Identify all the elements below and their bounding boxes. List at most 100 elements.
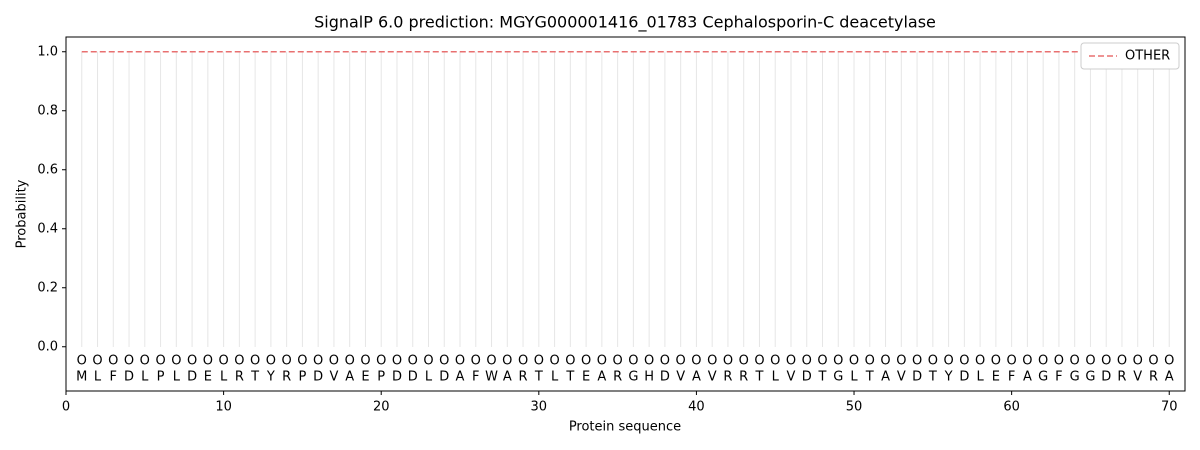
predicted-label: O <box>77 354 87 369</box>
predicted-label: O <box>234 354 244 369</box>
residue: A <box>692 370 701 385</box>
x-axis-label: Protein sequence <box>569 420 681 435</box>
predicted-label: O <box>92 354 102 369</box>
predicted-label: O <box>628 354 638 369</box>
residue: V <box>897 370 906 385</box>
residue: L <box>850 370 858 385</box>
residue: R <box>519 370 528 385</box>
predicted-label: O <box>581 354 591 369</box>
residue: R <box>235 370 244 385</box>
predicted-label: O <box>597 354 607 369</box>
predicted-label: O <box>691 354 701 369</box>
residue: D <box>187 370 197 385</box>
residue: G <box>1038 370 1048 385</box>
residue: L <box>425 370 433 385</box>
residue: T <box>928 370 937 385</box>
predicted-label: O <box>928 354 938 369</box>
residue: L <box>173 370 181 385</box>
predicted-label: O <box>912 354 922 369</box>
predicted-label: O <box>1038 354 1048 369</box>
residue: F <box>110 370 117 385</box>
predicted-label: O <box>392 354 402 369</box>
predicted-label: O <box>408 354 418 369</box>
predicted-label: O <box>471 354 481 369</box>
residue: A <box>597 370 606 385</box>
residue: Y <box>944 370 953 385</box>
residue: D <box>912 370 922 385</box>
predicted-label: O <box>723 354 733 369</box>
predicted-label: O <box>943 354 953 369</box>
predicted-label: O <box>1117 354 1127 369</box>
predicted-label: O <box>518 354 528 369</box>
residue: T <box>865 370 874 385</box>
predicted-label: O <box>1101 354 1111 369</box>
residue: R <box>613 370 622 385</box>
predicted-label: O <box>676 354 686 369</box>
predicted-label: O <box>282 354 292 369</box>
predicted-label: O <box>660 354 670 369</box>
predicted-label: O <box>203 354 213 369</box>
predicted-label: O <box>360 354 370 369</box>
residue: H <box>644 370 654 385</box>
x-tick-label: 50 <box>846 400 863 415</box>
predicted-label: O <box>975 354 985 369</box>
predicted-label: O <box>345 354 355 369</box>
predicted-label: O <box>880 354 890 369</box>
residue: W <box>485 370 498 385</box>
residue: L <box>976 370 984 385</box>
x-tick-label: 10 <box>215 400 232 415</box>
residue: A <box>881 370 890 385</box>
predicted-label: O <box>108 354 118 369</box>
predicted-label: O <box>849 354 859 369</box>
predicted-label: O <box>1148 354 1158 369</box>
residue: P <box>157 370 165 385</box>
residue: G <box>628 370 638 385</box>
residue: D <box>660 370 670 385</box>
predicted-label: O <box>455 354 465 369</box>
residue: D <box>392 370 402 385</box>
predicted-label: O <box>187 354 197 369</box>
predicted-label: O <box>833 354 843 369</box>
predicted-label: O <box>786 354 796 369</box>
legend-box <box>1080 42 1180 70</box>
residue: R <box>282 370 291 385</box>
predicted-label: O <box>502 354 512 369</box>
residue: L <box>141 370 149 385</box>
predicted-label: O <box>1007 354 1017 369</box>
residue: T <box>754 370 763 385</box>
predicted-label: O <box>423 354 433 369</box>
predicted-label: O <box>250 354 260 369</box>
residue: E <box>992 370 1000 385</box>
predicted-label: O <box>770 354 780 369</box>
predicted-label: O <box>313 354 323 369</box>
chart-title: SignalP 6.0 prediction: MGYG000001416_01… <box>314 13 936 33</box>
predicted-label: O <box>865 354 875 369</box>
residue: D <box>802 370 812 385</box>
predicted-label: O <box>218 354 228 369</box>
residue: V <box>787 370 796 385</box>
predicted-label: O <box>1085 354 1095 369</box>
plot-frame <box>65 36 1186 392</box>
residue: L <box>94 370 102 385</box>
predicted-label: O <box>171 354 181 369</box>
y-tick-label: 0.8 <box>37 103 58 118</box>
residue: A <box>1023 370 1032 385</box>
predicted-label: O <box>644 354 654 369</box>
residue: L <box>220 370 228 385</box>
residue: R <box>1149 370 1158 385</box>
residue: D <box>313 370 323 385</box>
residue: E <box>361 370 369 385</box>
predicted-label: O <box>707 354 717 369</box>
y-axis-label: Probability <box>15 179 30 248</box>
residue: L <box>551 370 559 385</box>
residue: E <box>582 370 590 385</box>
residue: G <box>1085 370 1095 385</box>
residue: T <box>565 370 574 385</box>
x-tick-label: 60 <box>1003 400 1020 415</box>
residue: F <box>1008 370 1015 385</box>
residue: R <box>723 370 732 385</box>
predicted-label: O <box>297 354 307 369</box>
predicted-label: O <box>1164 354 1174 369</box>
x-tick-label: 20 <box>373 400 390 415</box>
